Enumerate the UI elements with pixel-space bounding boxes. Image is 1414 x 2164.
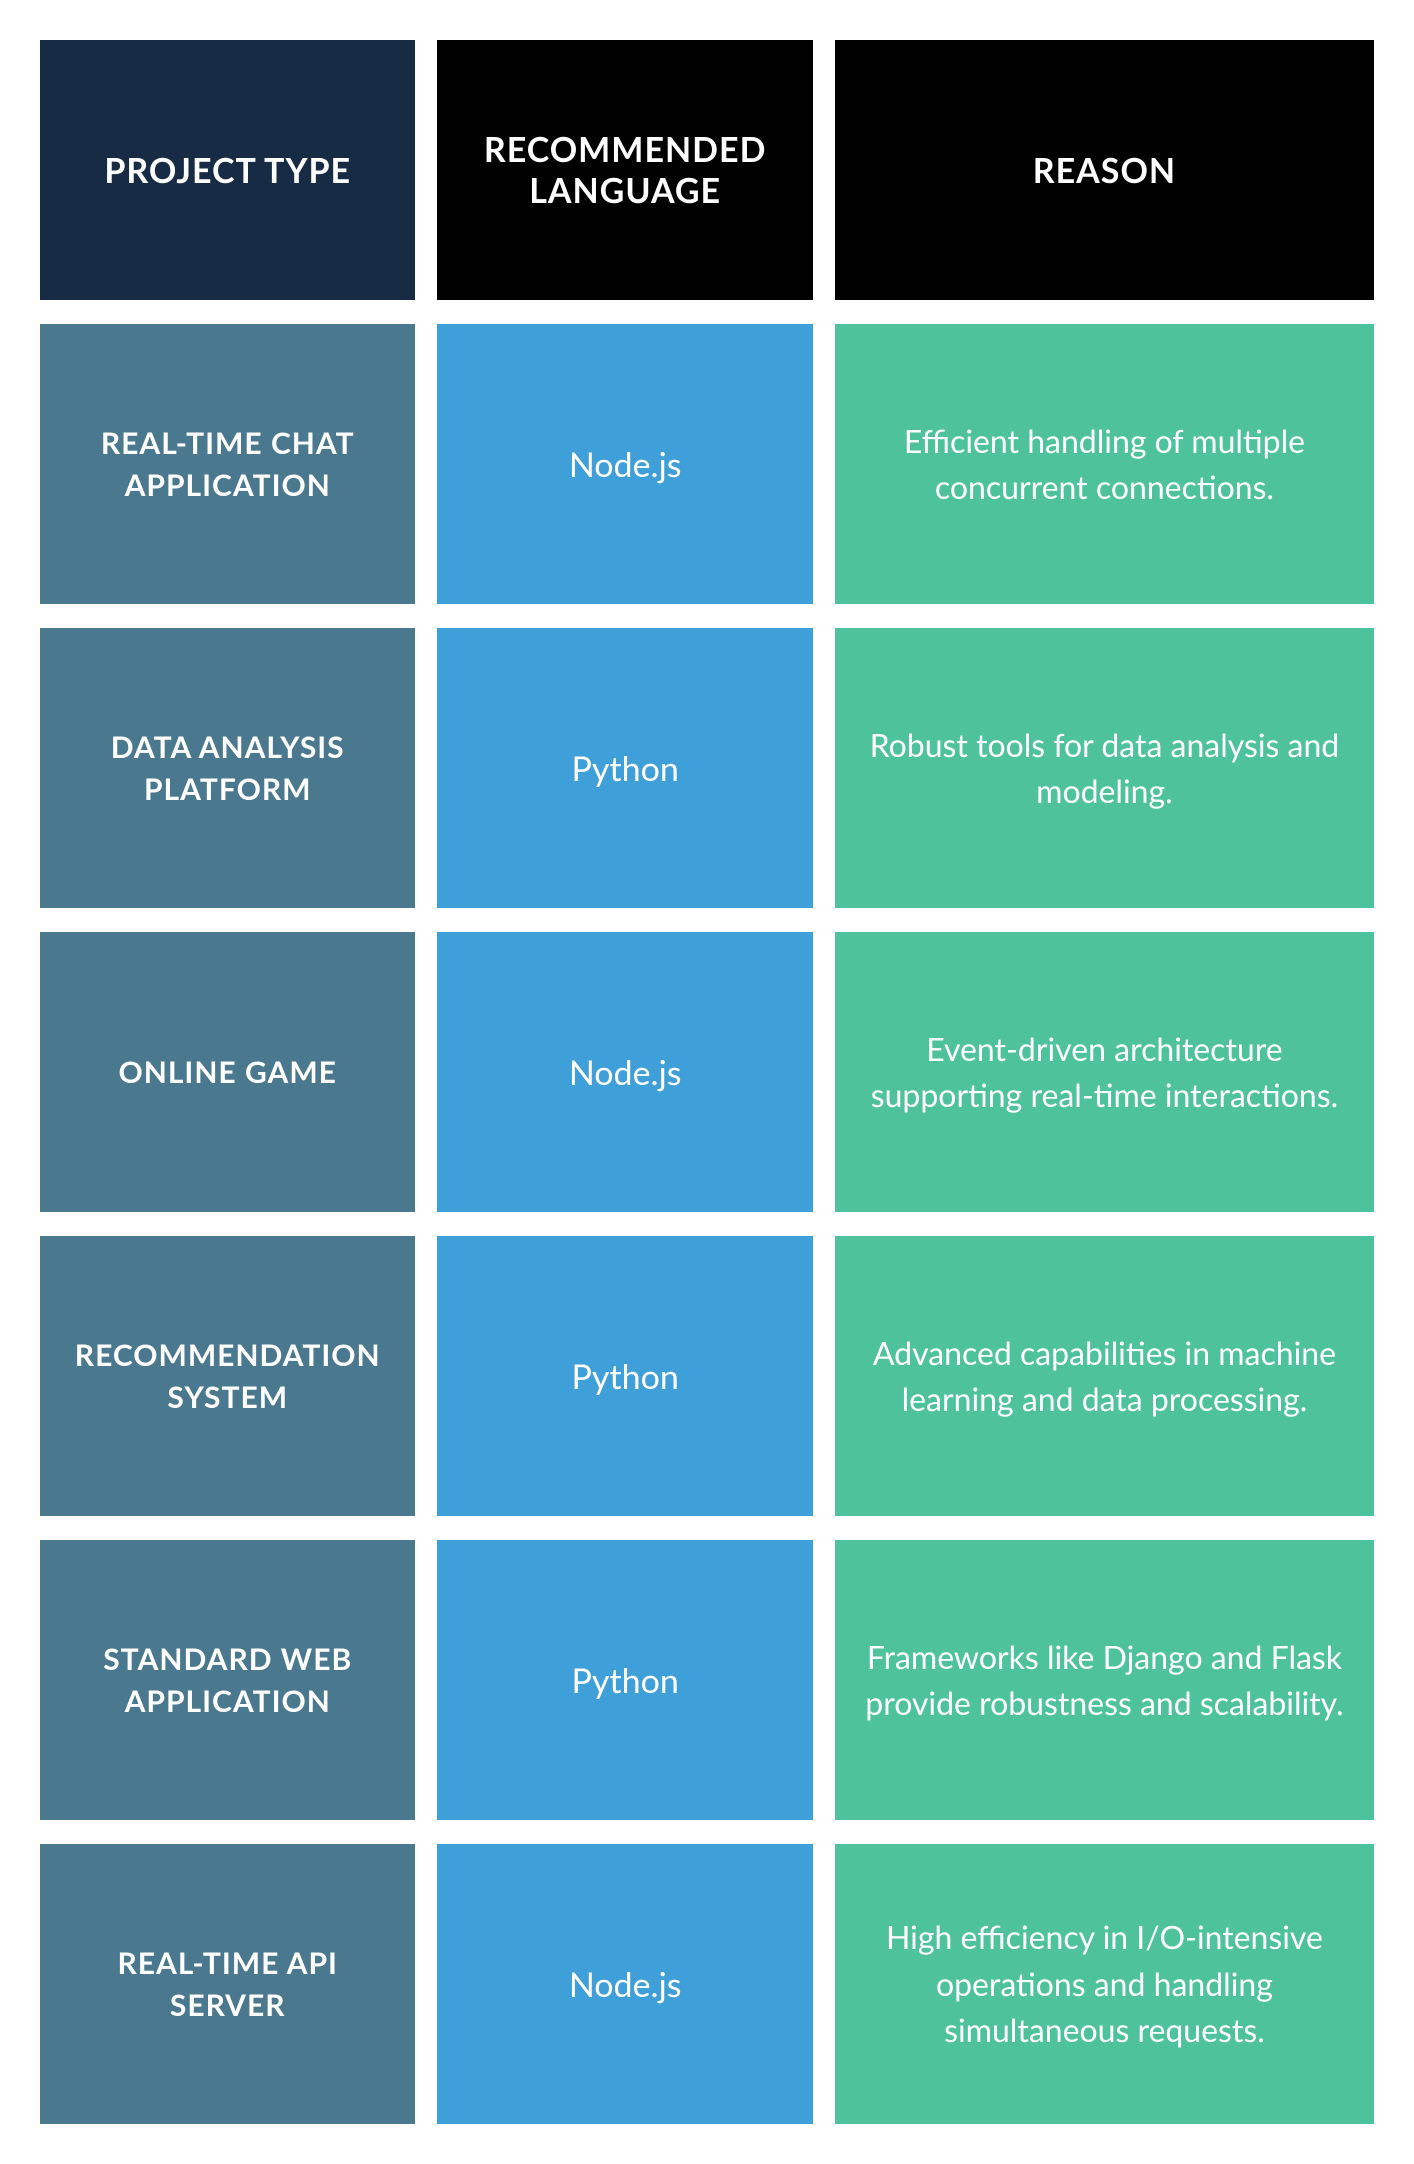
header-reason: REASON bbox=[835, 40, 1374, 300]
cell-project-type: ONLINE GAME bbox=[40, 932, 415, 1212]
cell-language: Node.js bbox=[437, 932, 812, 1212]
cell-project-type: REAL-TIME API SERVER bbox=[40, 1844, 415, 2124]
table-row: STANDARD WEB APPLICATION Python Framewor… bbox=[40, 1540, 1374, 1820]
cell-language: Node.js bbox=[437, 1844, 812, 2124]
cell-reason: Robust tools for data analysis and model… bbox=[835, 628, 1374, 908]
table-row: DATA ANALYSIS PLATFORM Python Robust too… bbox=[40, 628, 1374, 908]
cell-reason: High efficiency in I/O-intensive operati… bbox=[835, 1844, 1374, 2124]
cell-reason: Frameworks like Django and Flask provide… bbox=[835, 1540, 1374, 1820]
cell-project-type: RECOMMENDATION SYSTEM bbox=[40, 1236, 415, 1516]
table-header-row: PROJECT TYPE RECOMMENDED LANGUAGE REASON bbox=[40, 40, 1374, 300]
table-row: ONLINE GAME Node.js Event-driven archite… bbox=[40, 932, 1374, 1212]
cell-language: Node.js bbox=[437, 324, 812, 604]
header-recommended-language: RECOMMENDED LANGUAGE bbox=[437, 40, 812, 300]
cell-language: Python bbox=[437, 1236, 812, 1516]
comparison-table: PROJECT TYPE RECOMMENDED LANGUAGE REASON… bbox=[40, 40, 1374, 2124]
cell-project-type: REAL-TIME CHAT APPLICATION bbox=[40, 324, 415, 604]
cell-language: Python bbox=[437, 628, 812, 908]
table-row: RECOMMENDATION SYSTEM Python Advanced ca… bbox=[40, 1236, 1374, 1516]
cell-language: Python bbox=[437, 1540, 812, 1820]
table-row: REAL-TIME CHAT APPLICATION Node.js Effic… bbox=[40, 324, 1374, 604]
cell-reason: Efficient handling of multiple concurren… bbox=[835, 324, 1374, 604]
cell-project-type: STANDARD WEB APPLICATION bbox=[40, 1540, 415, 1820]
cell-reason: Advanced capabilities in machine learnin… bbox=[835, 1236, 1374, 1516]
table-row: REAL-TIME API SERVER Node.js High effici… bbox=[40, 1844, 1374, 2124]
cell-project-type: DATA ANALYSIS PLATFORM bbox=[40, 628, 415, 908]
header-project-type: PROJECT TYPE bbox=[40, 40, 415, 300]
cell-reason: Event-driven architecture supporting rea… bbox=[835, 932, 1374, 1212]
